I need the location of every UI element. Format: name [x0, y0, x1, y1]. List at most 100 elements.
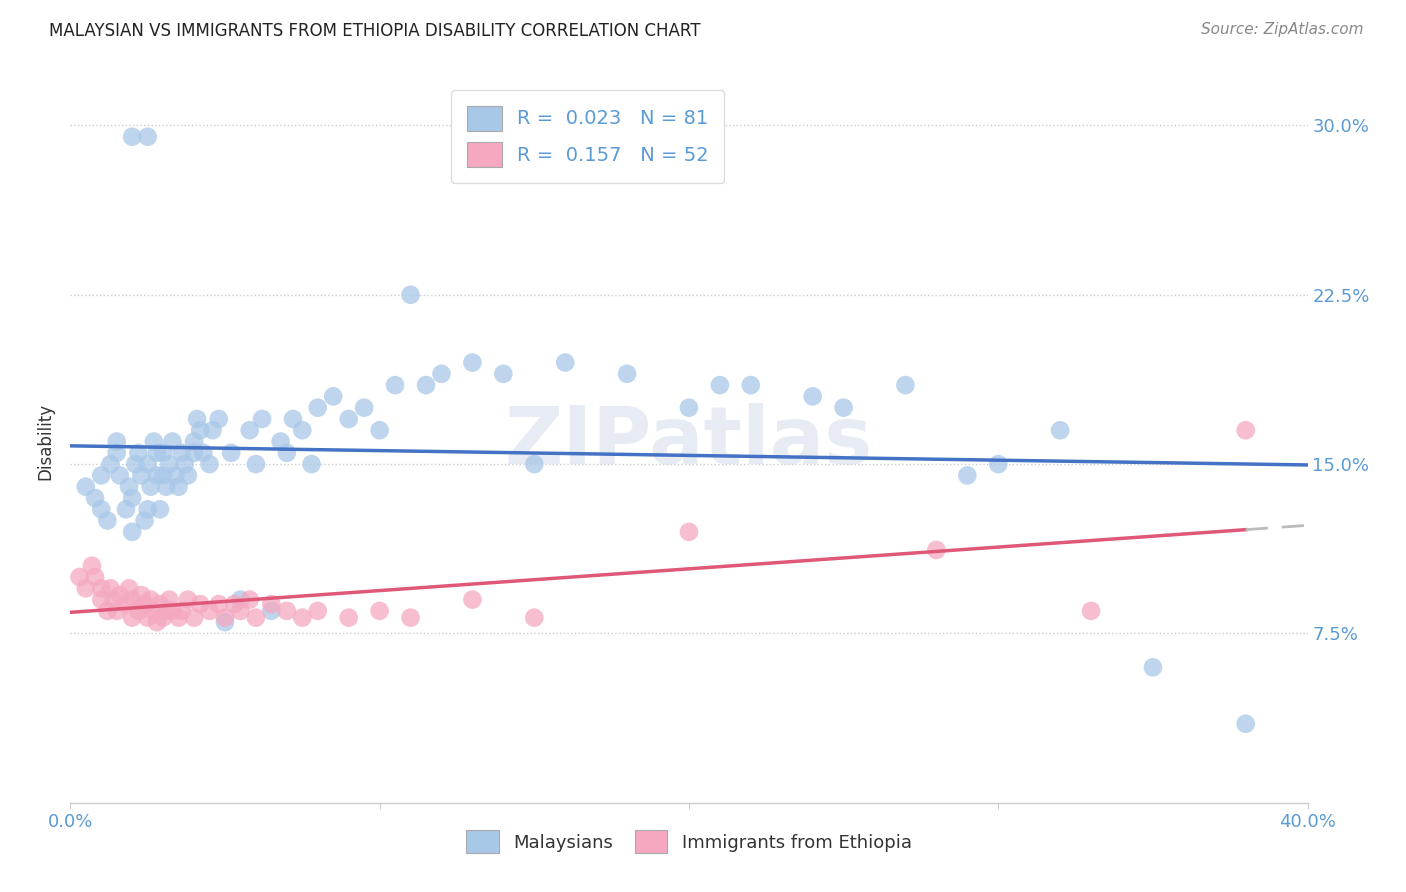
Point: [801, 389, 824, 403]
Point: [127, 604, 149, 618]
Point: [124, 457, 146, 471]
Point: [100, 582, 122, 596]
Point: [142, 434, 165, 449]
Point: [127, 446, 149, 460]
Point: [177, 468, 200, 483]
Point: [170, 604, 193, 618]
Point: [307, 401, 329, 415]
Point: [90, 468, 112, 483]
Point: [90, 502, 112, 516]
Point: [337, 610, 360, 624]
Point: [121, 592, 143, 607]
Point: [84, 570, 107, 584]
Point: [115, 502, 138, 516]
Point: [131, 588, 153, 602]
Point: [105, 446, 128, 460]
Point: [121, 610, 143, 624]
Point: [108, 588, 131, 602]
Point: [198, 604, 221, 618]
Point: [149, 502, 172, 516]
Point: [219, 446, 242, 460]
Point: [177, 592, 200, 607]
Point: [139, 592, 162, 607]
Point: [69, 570, 91, 584]
Point: [173, 457, 195, 471]
Point: [186, 412, 208, 426]
Point: [155, 480, 177, 494]
Point: [84, 491, 107, 505]
Point: [270, 434, 292, 449]
Point: [214, 615, 236, 630]
Point: [368, 604, 391, 618]
Point: [121, 491, 143, 505]
Point: [139, 480, 162, 494]
Point: [368, 423, 391, 437]
Point: [149, 597, 172, 611]
Point: [136, 129, 159, 144]
Point: [121, 129, 143, 144]
Point: [894, 378, 917, 392]
Point: [245, 457, 267, 471]
Point: [165, 468, 187, 483]
Point: [208, 412, 231, 426]
Point: [183, 434, 205, 449]
Point: [678, 401, 700, 415]
Point: [96, 514, 118, 528]
Point: [239, 592, 262, 607]
Point: [157, 592, 180, 607]
Point: [136, 502, 159, 516]
Point: [250, 412, 273, 426]
Point: [131, 468, 153, 483]
Point: [260, 604, 283, 618]
Point: [415, 378, 437, 392]
Point: [461, 592, 484, 607]
Y-axis label: Disability: Disability: [37, 403, 55, 480]
Point: [229, 604, 252, 618]
Point: [322, 389, 344, 403]
Point: [492, 367, 515, 381]
Point: [157, 457, 180, 471]
Point: [115, 597, 138, 611]
Point: [399, 287, 422, 301]
Point: [105, 604, 128, 618]
Text: Source: ZipAtlas.com: Source: ZipAtlas.com: [1201, 22, 1364, 37]
Point: [616, 367, 638, 381]
Point: [461, 355, 484, 369]
Point: [430, 367, 453, 381]
Point: [152, 446, 174, 460]
Point: [167, 610, 190, 624]
Point: [245, 610, 267, 624]
Point: [118, 480, 141, 494]
Point: [925, 542, 948, 557]
Point: [90, 592, 112, 607]
Point: [193, 446, 215, 460]
Point: [96, 604, 118, 618]
Text: MALAYSIAN VS IMMIGRANTS FROM ETHIOPIA DISABILITY CORRELATION CHART: MALAYSIAN VS IMMIGRANTS FROM ETHIOPIA DI…: [49, 22, 700, 40]
Point: [136, 457, 159, 471]
Point: [740, 378, 762, 392]
Point: [260, 597, 283, 611]
Point: [108, 468, 131, 483]
Point: [188, 423, 211, 437]
Point: [709, 378, 731, 392]
Point: [1049, 423, 1071, 437]
Point: [134, 597, 156, 611]
Legend: Malaysians, Immigrants from Ethiopia: Malaysians, Immigrants from Ethiopia: [454, 818, 924, 866]
Point: [291, 610, 314, 624]
Point: [152, 468, 174, 483]
Point: [337, 412, 360, 426]
Point: [1234, 423, 1257, 437]
Point: [353, 401, 375, 415]
Point: [307, 604, 329, 618]
Point: [75, 480, 97, 494]
Point: [301, 457, 323, 471]
Point: [523, 457, 546, 471]
Point: [384, 378, 406, 392]
Point: [554, 355, 576, 369]
Point: [90, 582, 112, 596]
Point: [118, 582, 141, 596]
Point: [105, 434, 128, 449]
Point: [1142, 660, 1164, 674]
Text: ZIPatlas: ZIPatlas: [505, 402, 873, 481]
Point: [987, 457, 1010, 471]
